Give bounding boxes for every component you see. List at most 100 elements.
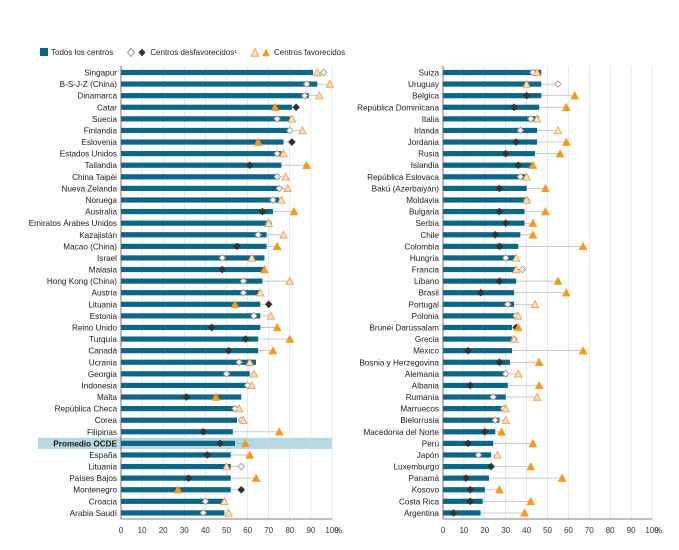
x-tick-label: 20 [159, 526, 168, 535]
chart-panel-right: 0 10 20 30 40 50 60 70 80 90 100% Suiza Uruguay Bélgi… [357, 66, 662, 535]
marker-disadvantaged [501, 370, 510, 378]
marker-disadvantaged [491, 230, 500, 239]
category-label: Corea [95, 416, 118, 425]
bar-all-schools [443, 255, 517, 261]
category-label: Macao (China) [63, 242, 117, 251]
bar-all-schools [121, 510, 225, 516]
marker-advantaged [260, 264, 269, 274]
bar-all-schools [121, 324, 261, 331]
bar-all-schools [443, 429, 496, 435]
marker-advantaged [211, 392, 221, 401]
chart-panel-left: 0 10 20 30 40 50 60 70 80 90 100% Singapur B-S-J-Z (… [29, 66, 342, 535]
category-label: Hungría [410, 254, 440, 263]
marker-disadvantaged [466, 497, 475, 506]
marker-advantaged [541, 207, 550, 216]
bar-all-schools [121, 406, 238, 412]
bar-all-schools [443, 174, 527, 180]
bar-all-schools [121, 417, 238, 423]
marker-disadvantaged [514, 161, 523, 170]
marker-disadvantaged [480, 427, 489, 436]
marker-disadvantaged [300, 91, 309, 100]
x-tick-label: 70 [264, 526, 273, 535]
marker-disadvantaged [235, 358, 243, 367]
category-label: Kosovo [412, 486, 440, 495]
marker-advantaged [528, 230, 538, 239]
marker-disadvantaged [237, 485, 246, 494]
marker-advantaged [532, 114, 542, 123]
category-label: Indonesia [81, 381, 117, 390]
legend-item-advantaged: Centros favorecidos [250, 47, 345, 57]
bar-all-schools [443, 162, 533, 168]
category-label: Croacia [89, 497, 118, 506]
category-label: Portugal [409, 300, 440, 309]
marker-advantaged [268, 346, 278, 355]
marker-advantaged [272, 241, 282, 251]
marker-disadvantaged [522, 91, 531, 100]
marker-disadvantaged [233, 242, 241, 251]
bar-all-schools [443, 208, 525, 215]
marker-advantaged [239, 415, 248, 424]
marker-advantaged [541, 183, 550, 193]
category-label: Dinamarca [77, 92, 117, 101]
marker-advantaged [513, 322, 523, 332]
bar-all-schools [443, 301, 515, 307]
marker-advantaged [509, 334, 519, 343]
marker-disadvantaged [224, 346, 233, 355]
bar-all-schools [443, 394, 506, 400]
bar-all-schools [443, 417, 500, 423]
bar-all-schools [443, 406, 502, 412]
marker-disadvantaged [254, 230, 262, 239]
category-label: Brasil [419, 289, 440, 298]
x-tick-label: 50 [222, 526, 231, 535]
marker-advantaged [522, 195, 531, 204]
category-label: Macedonia del Norte [363, 428, 439, 437]
bar-all-schools [443, 220, 525, 226]
marker-advantaged [298, 125, 307, 135]
bar-all-schools [121, 232, 267, 238]
category-label: Ucrania [89, 358, 118, 367]
x-tick-label: 0 [441, 526, 446, 535]
category-label: Eslovenia [81, 138, 117, 147]
legend-marker-disadvantaged [127, 47, 146, 57]
bar-all-schools [443, 336, 512, 342]
marker-disadvantaged [199, 427, 208, 436]
marker-disadvantaged [449, 509, 458, 517]
marker-advantaged [520, 508, 529, 517]
category-label: Panamá [409, 474, 440, 483]
bar-all-schools [121, 278, 263, 284]
marker-advantaged [532, 67, 542, 77]
category-label: Moldavia [406, 196, 439, 205]
bar-all-schools [121, 498, 225, 504]
marker-advantaged [302, 160, 312, 169]
bar-all-schools [443, 463, 492, 470]
bar-all-schools [121, 174, 280, 180]
marker-advantaged [285, 334, 295, 343]
bar-all-schools [443, 348, 512, 354]
marker-disadvantaged [501, 219, 510, 228]
category-label: Líbano [414, 277, 439, 286]
marker-disadvantaged [239, 288, 248, 297]
bar-all-schools [121, 452, 231, 458]
bar-all-schools [443, 313, 515, 319]
marker-disadvantaged [495, 242, 504, 251]
marker-advantaged [289, 207, 299, 216]
marker-disadvantaged [462, 474, 470, 482]
marker-advantaged [312, 67, 322, 77]
bar-all-schools [443, 93, 542, 99]
marker-advantaged [285, 276, 295, 285]
x-tick-label: 30 [180, 526, 189, 535]
x-tick-label: 60 [564, 526, 573, 535]
marker-disadvantaged [464, 439, 472, 448]
marker-advantaged [534, 357, 544, 366]
category-label: Luxemburgo [393, 463, 439, 472]
bar-all-schools [121, 348, 259, 354]
marker-advantaged [279, 230, 288, 239]
marker-advantaged [528, 218, 538, 227]
category-label: Austria [92, 289, 118, 298]
bar-all-schools [443, 359, 510, 365]
marker-disadvantaged [491, 416, 500, 425]
x-tick-label: 40 [522, 526, 531, 535]
marker-advantaged [241, 438, 250, 448]
category-label: República Dominicana [357, 103, 439, 112]
marker-disadvantaged [239, 277, 248, 285]
